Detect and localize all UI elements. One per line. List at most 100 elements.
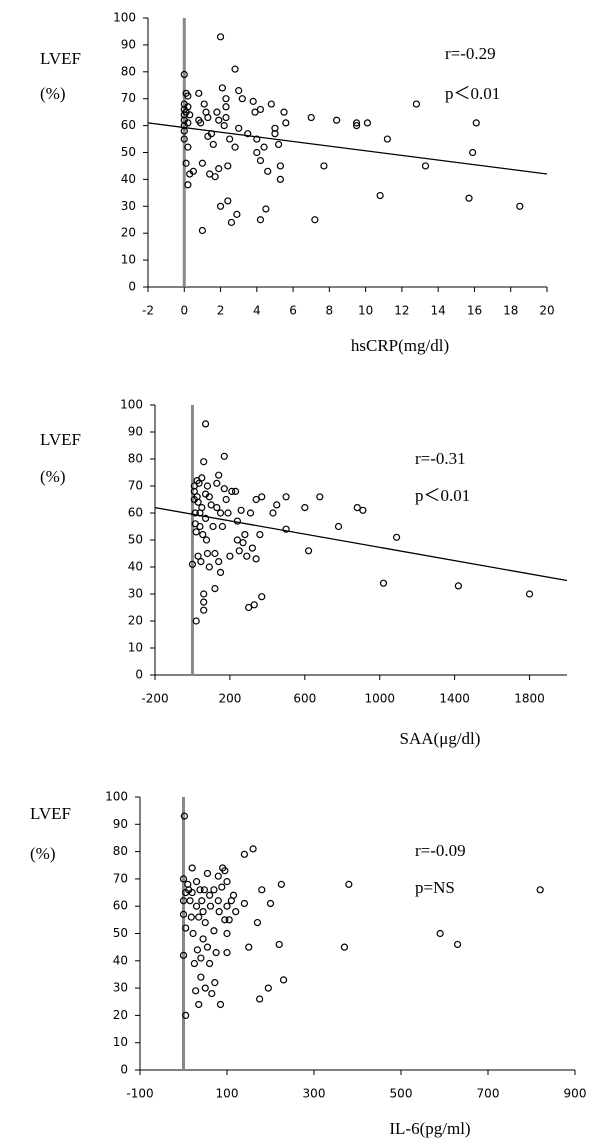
x-tick-label: 20 [539, 304, 554, 318]
data-point [210, 927, 218, 935]
data-point [223, 878, 231, 886]
data-point [239, 539, 247, 547]
y-label: LVEF [40, 49, 81, 68]
y-tick-label: 0 [120, 1063, 128, 1077]
x-tick-label: 14 [431, 304, 446, 318]
y-tick-label: 100 [113, 11, 136, 25]
y-tick-label: 60 [121, 118, 136, 132]
data-point [224, 197, 232, 205]
data-point [536, 886, 544, 894]
data-point [256, 156, 265, 165]
y-tick-label: 50 [113, 926, 128, 940]
data-point [206, 891, 214, 899]
annotation: r=-0.31 [415, 449, 466, 468]
data-point [199, 908, 207, 916]
y-tick-label: 20 [113, 1008, 128, 1022]
data-point [233, 536, 241, 544]
annotation: p＜0.01 [445, 84, 500, 103]
data-point [222, 95, 230, 103]
data-point [248, 544, 256, 552]
data-point [193, 946, 202, 954]
data-point [379, 579, 388, 587]
x-tick-label: 500 [390, 1087, 413, 1101]
data-point [215, 557, 223, 566]
data-point [218, 883, 226, 891]
data-point [282, 525, 290, 533]
data-point [211, 584, 219, 593]
data-point [203, 943, 212, 951]
data-point [179, 910, 188, 918]
y-tick-label: 80 [113, 844, 128, 858]
y-tick-label: 80 [121, 64, 136, 78]
data-point [190, 487, 198, 495]
x-tick-label: -100 [126, 1087, 153, 1101]
data-point [198, 504, 206, 512]
data-point [194, 552, 202, 560]
y-tick-label: 10 [121, 253, 136, 267]
x-tick-label: 200 [218, 692, 241, 706]
regression-line [154, 506, 568, 582]
data-point [352, 119, 361, 127]
data-point [200, 590, 208, 598]
data-point [211, 549, 219, 558]
data-point [216, 33, 225, 41]
data-point [200, 598, 208, 606]
data-point [238, 95, 246, 103]
data-point [334, 522, 343, 531]
data-point [209, 522, 217, 531]
data-point [235, 124, 243, 132]
data-point [213, 108, 221, 116]
data-point [180, 127, 188, 135]
data-point [197, 557, 205, 566]
data-point [465, 194, 473, 202]
data-point [204, 113, 212, 122]
y-tick-label: 100 [105, 790, 128, 804]
data-point [228, 487, 236, 495]
data-point [195, 479, 203, 487]
data-point [201, 918, 209, 927]
data-point [198, 897, 206, 905]
y-tick-label: 40 [121, 172, 136, 186]
data-point [345, 880, 353, 888]
y-tick-label: 20 [121, 226, 136, 240]
data-point [216, 568, 225, 577]
data-point [266, 899, 275, 908]
data-point [250, 601, 258, 609]
data-point [220, 452, 228, 460]
data-point [311, 216, 319, 224]
data-point [233, 210, 241, 218]
y-tick-label: 20 [128, 614, 143, 628]
data-point [223, 902, 231, 910]
data-point [201, 514, 210, 523]
x-tick-label: 900 [564, 1087, 587, 1101]
x-tick-label: 8 [326, 304, 334, 318]
y-tick-label: 60 [128, 506, 143, 520]
data-point [256, 216, 265, 224]
y-tick-label: 10 [113, 1035, 128, 1049]
data-point [229, 891, 238, 899]
x-tick-label: 6 [289, 304, 297, 318]
annotation: p=NS [415, 878, 455, 897]
data-point [412, 100, 421, 108]
data-point [203, 549, 212, 558]
data-point [213, 479, 221, 487]
data-point [211, 979, 219, 987]
data-point [189, 167, 197, 175]
data-point [469, 148, 477, 157]
data-point [276, 162, 284, 170]
x-tick-label: -2 [142, 304, 154, 318]
data-point [222, 103, 230, 111]
data-point [198, 226, 207, 235]
data-point [180, 812, 188, 820]
regression-line [147, 122, 548, 175]
data-point [264, 984, 272, 992]
y-label: LVEF [40, 430, 81, 449]
data-point [279, 976, 288, 984]
data-point [195, 89, 203, 97]
data-point [256, 530, 264, 539]
data-point [215, 116, 223, 124]
data-point [245, 943, 253, 951]
data-point [194, 498, 202, 506]
data-point [192, 878, 201, 886]
data-point [211, 173, 219, 181]
